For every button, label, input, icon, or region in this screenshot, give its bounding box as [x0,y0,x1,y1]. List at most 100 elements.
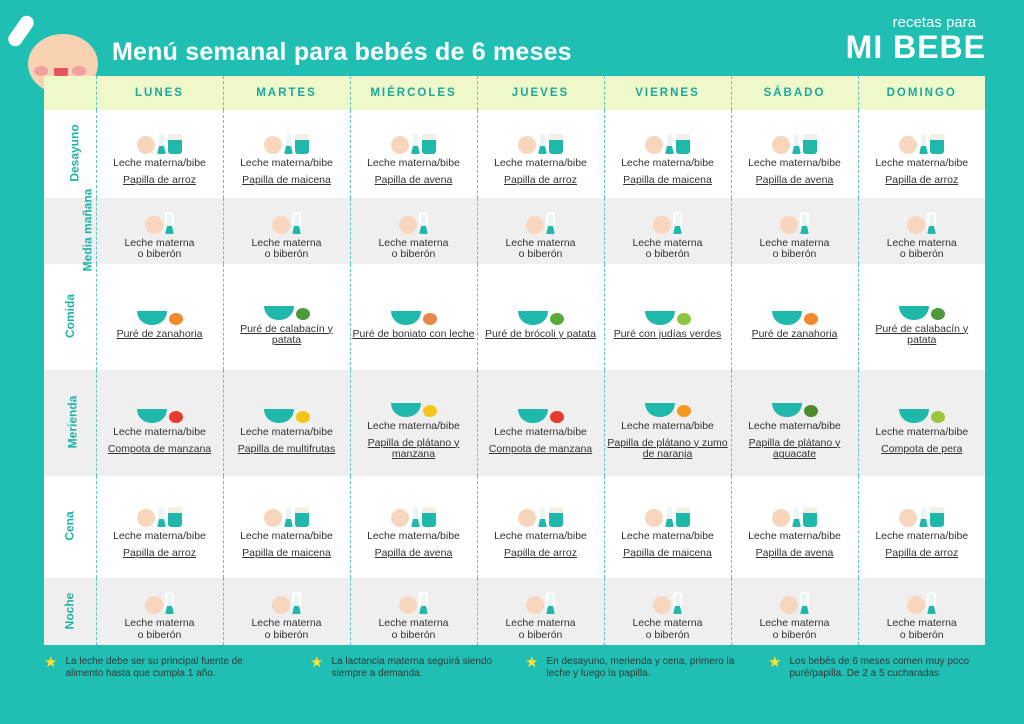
breast-bottle-icon [99,582,221,614]
meal-label: Desayuno [67,124,82,182]
breast-bottle-cereal-icon [99,122,221,154]
recipe-link[interactable]: Papilla de plátano y zumo de naranja [607,436,728,461]
recipe-link[interactable]: Papilla de maicena [242,173,331,186]
recipe-link[interactable]: Papilla de avena [755,173,834,186]
recipe-link[interactable]: Papilla de maicena [623,173,712,186]
recipe-link[interactable]: Papilla de arroz [885,546,959,559]
menu-cell: Leche materna/bibe Papilla de plátano y a… [730,370,858,476]
weekly-menu-table: LUNES MARTES MIÉRCOLES JUEVES VIERNES SÁBADO D… [44,76,985,645]
day-header-row: LUNES MARTES MIÉRCOLES JUEVES VIERNES SÁBADO D… [44,76,985,110]
recipe-link[interactable]: Puré de boniato con leche [352,328,475,341]
note-text: La leche debe ser su principal fuente de… [65,656,243,679]
menu-cell: Leche materna o biberón [857,198,985,264]
recipe-link[interactable]: Papilla de plátano y manzana [367,436,460,461]
menu-cell: Leche materna o biberón [349,578,477,645]
breast-bottle-icon [607,202,729,234]
recipe-link[interactable]: Puré de brócoli y patata [485,328,596,341]
milk-text: Leche materna/bibe [494,157,587,169]
meal-label: Cena [62,511,77,541]
recipe-link[interactable]: Papilla de arroz [123,173,196,186]
milk-text: Leche materna/bibe [621,420,714,433]
breast-bottle-icon [226,202,348,234]
milk-text: Leche materna/bibe [494,530,587,542]
recipe-link[interactable]: Puré de zanahoria [751,328,838,341]
spoon-icon [5,13,37,49]
menu-cell: Leche materna/bibe Papilla de avena [349,476,477,578]
milk-text: Leche materna [505,236,576,249]
milk-text: Leche materna/bibe [875,157,969,169]
menu-cell: Leche materna/bibe Papilla de arroz [95,476,223,578]
recipe-link[interactable]: Papilla de arroz [504,173,577,186]
breast-bottle-cereal-icon [734,495,856,527]
milk-text: Leche materna [251,236,322,249]
fruit-bowl-icon [480,391,602,423]
menu-cell: Leche materna/bibe Compota de manzana [476,370,604,476]
milk-text: Leche materna/bibe [367,530,460,542]
milk-text-2: o biberón [899,628,944,641]
recipe-link[interactable]: Papilla de arroz [885,173,959,186]
menu-cell: Leche materna o biberón [857,578,985,645]
menu-cell: Leche materna/bibe Papilla de maicena [222,110,350,198]
puree-bowl-icon [226,288,348,320]
recipe-link[interactable]: Papilla de avena [374,173,453,186]
menu-cell: Leche materna o biberón [476,578,604,645]
breast-bottle-cereal-icon [480,495,602,527]
milk-text: Leche materna [124,236,195,249]
day-header: JUEVES [476,76,604,110]
fruit-bowl-icon [353,385,475,418]
recipe-link[interactable]: Puré de calabacín y patata [875,322,969,346]
day-header: MARTES [222,76,350,110]
recipe-link[interactable]: Puré de calabacín y patata [240,322,333,346]
menu-cell: Leche materna/bibe Papilla de arroz [476,476,604,578]
puree-bowl-icon [861,288,984,320]
milk-text: Leche materna [632,236,703,249]
menu-cell: Leche materna o biberón [349,198,477,264]
breast-bottle-cereal-icon [353,495,475,527]
breast-bottle-icon [353,582,475,614]
recipe-link[interactable]: Papilla de maicena [242,546,331,559]
recipe-link[interactable]: Puré con judías verdes [613,328,722,341]
recipe-link[interactable]: Papilla de arroz [504,546,577,559]
recipe-link[interactable]: Papilla de maicena [623,546,712,559]
breast-bottle-cereal-icon [734,122,856,154]
menu-cell: Leche materna/bibe Compota de pera [857,370,985,476]
meal-row: Noche Leche materna o biberón Leche materna… [44,578,985,645]
recipe-link[interactable]: Papilla de multifrutas [237,442,336,455]
recipe-link[interactable]: Papilla de avena [755,546,834,559]
milk-text-2: o biberón [772,628,817,641]
recipe-link[interactable]: Compota de manzana [107,442,212,455]
recipe-link[interactable]: Papilla de arroz [123,546,196,559]
milk-text-2: o biberón [645,248,690,260]
menu-cell: Puré con judías verdes [603,264,731,370]
recipe-link[interactable]: Papilla de avena [374,546,453,559]
breast-bottle-icon [99,202,221,234]
menu-cell: Puré de zanahoria [95,264,223,370]
recipe-link[interactable]: Papilla de plátano y aguacate [748,436,841,461]
milk-text: Leche materna [632,617,703,629]
puree-bowl-icon [480,293,602,326]
note-text: La lactancia materna seguirá siendo siem… [331,656,493,679]
milk-text: Leche materna [886,236,957,249]
milk-text: Leche materna/bibe [621,530,714,542]
recipe-link[interactable]: Compota de manzana [488,442,593,455]
milk-text: Leche materna/bibe [113,157,206,169]
milk-text: Leche materna/bibe [113,530,206,542]
day-header: MIÉRCOLES [349,76,477,110]
milk-text: Leche materna/bibe [113,426,206,438]
menu-cell: Leche materna/bibe Compota de manzana [95,370,223,476]
milk-text: Leche materna/bibe [748,157,841,169]
breast-bottle-icon [480,202,602,234]
recipe-link[interactable]: Puré de zanahoria [116,328,203,341]
milk-text: Leche materna/bibe [875,530,969,542]
day-header: DOMINGO [857,76,985,110]
menu-cell: Puré de calabacín y patata [857,264,985,370]
milk-text: Leche materna [378,236,449,249]
menu-cell: Leche materna/bibe Papilla de plátano y z… [603,370,731,476]
day-header: SÁBADO [730,76,858,110]
menu-cell: Puré de calabacín y patata [222,264,350,370]
milk-text-2: o biberón [518,248,563,260]
recipe-link[interactable]: Compota de pera [881,442,963,455]
milk-text: Leche materna [124,617,195,629]
milk-text-2: o biberón [264,628,309,641]
note: ★ La lactancia materna seguirá siendo sie… [310,655,500,680]
